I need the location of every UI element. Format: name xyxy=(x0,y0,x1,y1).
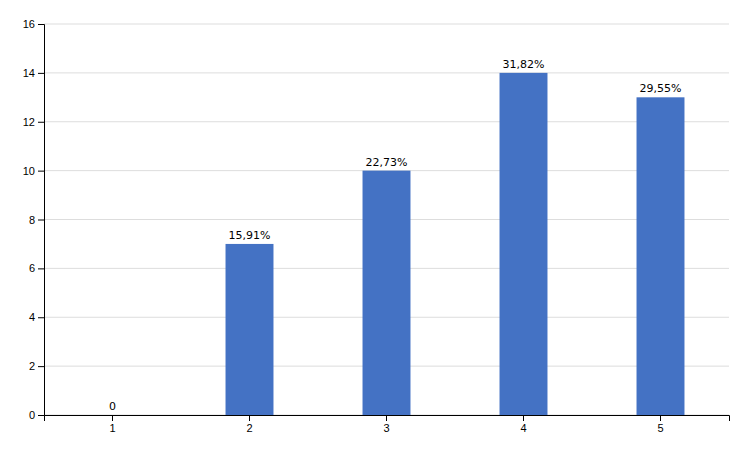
bars xyxy=(226,73,685,415)
x-tick-label: 4 xyxy=(520,422,526,434)
y-tick-label: 0 xyxy=(29,409,35,421)
y-tick-mark xyxy=(38,73,44,74)
y-tick: 8 xyxy=(29,214,44,226)
chart-svg: 024681012141612345015,91%22,73%31,82%29,… xyxy=(0,0,753,451)
y-tick: 10 xyxy=(23,165,44,177)
y-tick-label: 4 xyxy=(29,311,35,323)
data-label: 22,73% xyxy=(366,156,408,169)
x-tick: 3 xyxy=(383,415,389,434)
bar xyxy=(637,97,685,415)
y-tick-label: 6 xyxy=(29,262,35,274)
x-tick: 2 xyxy=(246,415,252,434)
y-tick-mark xyxy=(38,268,44,269)
x-tick: 5 xyxy=(657,415,663,434)
y-tick: 4 xyxy=(29,311,44,323)
data-label: 15,91% xyxy=(229,229,271,242)
y-tick: 14 xyxy=(23,67,44,79)
y-tick-label: 10 xyxy=(23,165,35,177)
y-tick-mark xyxy=(38,24,44,25)
y-tick-mark xyxy=(38,317,44,318)
x-axis-line xyxy=(45,416,730,422)
data-label: 0 xyxy=(109,400,116,413)
y-tick-label: 12 xyxy=(23,116,35,128)
x-tick-mark xyxy=(112,415,113,421)
x-tick-mark xyxy=(249,415,250,421)
x-tick-label: 3 xyxy=(383,422,389,434)
bar xyxy=(89,415,137,416)
y-tick-mark xyxy=(38,366,44,367)
x-axis: 1 2 3 4 5 xyxy=(45,415,730,434)
x-tick-label: 5 xyxy=(657,422,663,434)
y-tick: 6 xyxy=(29,262,44,274)
plot-area: 024681012141612345015,91%22,73%31,82%29,… xyxy=(23,18,730,434)
grid-line xyxy=(44,72,729,73)
y-tick-label: 14 xyxy=(23,67,35,79)
y-tick: 0 xyxy=(29,409,44,421)
data-label: 31,82% xyxy=(503,58,545,71)
y-tick-mark xyxy=(38,122,44,123)
y-tick-label: 2 xyxy=(29,360,35,372)
y-tick-label: 8 xyxy=(29,214,35,226)
data-labels: 0 15,91% 22,73% 31,82% 29,55% xyxy=(109,58,681,413)
bar xyxy=(363,171,411,415)
grid-line xyxy=(44,121,729,122)
y-tick: 16 xyxy=(23,18,44,30)
grid xyxy=(44,24,729,415)
y-axis: 0 2 4 6 8 10 12 14 16 xyxy=(23,18,45,421)
x-tick-label: 1 xyxy=(109,422,115,434)
chart-container: 024681012141612345015,91%22,73%31,82%29,… xyxy=(0,0,753,451)
data-label: 29,55% xyxy=(640,82,682,95)
x-tick-label: 2 xyxy=(246,422,252,434)
x-tick: 1 xyxy=(109,415,115,434)
x-tick-mark xyxy=(660,415,661,421)
y-tick-mark xyxy=(38,415,44,416)
bar xyxy=(500,73,548,415)
y-axis-line xyxy=(38,25,45,416)
y-tick-mark xyxy=(38,220,44,221)
bar xyxy=(226,244,274,415)
y-tick-mark xyxy=(38,171,44,172)
y-tick-label: 16 xyxy=(23,18,35,30)
grid-line xyxy=(44,24,729,25)
x-tick-mark xyxy=(523,415,524,421)
x-tick-mark xyxy=(386,415,387,421)
y-tick: 2 xyxy=(29,360,44,372)
x-tick: 4 xyxy=(520,415,526,434)
y-tick: 12 xyxy=(23,116,44,128)
